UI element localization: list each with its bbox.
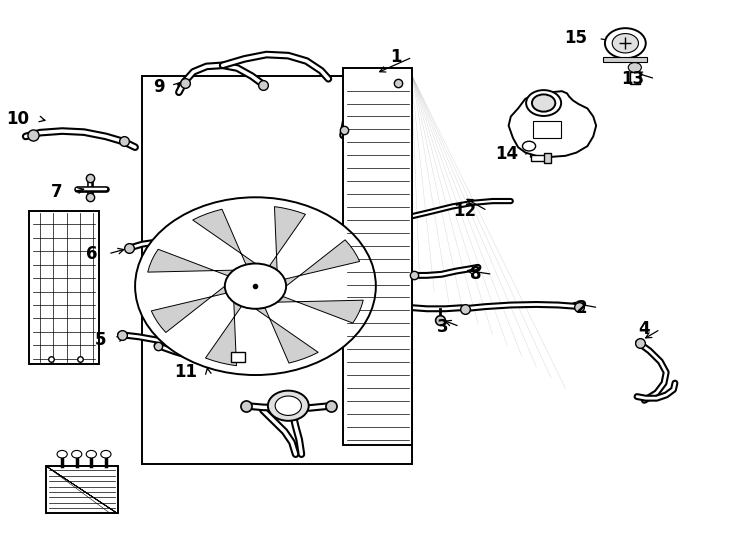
FancyBboxPatch shape (231, 352, 244, 362)
Circle shape (101, 450, 111, 458)
Text: 10: 10 (7, 110, 29, 128)
Polygon shape (285, 240, 360, 286)
Polygon shape (255, 308, 319, 363)
Polygon shape (193, 209, 255, 265)
Circle shape (605, 28, 646, 58)
FancyBboxPatch shape (142, 76, 413, 464)
Circle shape (275, 396, 302, 415)
Text: 5: 5 (95, 331, 106, 349)
Circle shape (532, 94, 556, 112)
FancyBboxPatch shape (29, 211, 98, 364)
FancyBboxPatch shape (531, 155, 548, 161)
FancyBboxPatch shape (534, 121, 561, 138)
Text: 8: 8 (470, 265, 482, 284)
Circle shape (86, 450, 96, 458)
Circle shape (526, 90, 561, 116)
FancyBboxPatch shape (603, 57, 647, 62)
Circle shape (57, 450, 68, 458)
Circle shape (628, 63, 642, 72)
FancyBboxPatch shape (343, 68, 413, 445)
Text: 15: 15 (564, 29, 587, 48)
Polygon shape (148, 249, 234, 276)
Circle shape (72, 450, 82, 458)
Text: 14: 14 (495, 145, 518, 163)
Text: 12: 12 (454, 202, 476, 220)
Text: 4: 4 (638, 320, 650, 338)
Text: 6: 6 (86, 245, 97, 263)
Text: 11: 11 (174, 363, 197, 381)
Circle shape (225, 264, 286, 309)
Circle shape (523, 141, 536, 151)
Polygon shape (509, 91, 596, 157)
Polygon shape (206, 302, 241, 366)
FancyBboxPatch shape (630, 72, 640, 84)
Circle shape (612, 33, 639, 53)
FancyBboxPatch shape (46, 466, 117, 514)
Text: 2: 2 (575, 299, 587, 316)
Circle shape (135, 197, 376, 375)
Text: 3: 3 (437, 318, 448, 335)
Text: 7: 7 (51, 183, 62, 201)
Polygon shape (269, 207, 305, 270)
Polygon shape (277, 296, 363, 323)
Text: 13: 13 (621, 70, 644, 88)
Text: 9: 9 (153, 78, 164, 96)
Circle shape (268, 390, 309, 421)
Polygon shape (151, 286, 226, 333)
Text: 1: 1 (390, 48, 401, 66)
FancyBboxPatch shape (544, 153, 551, 164)
